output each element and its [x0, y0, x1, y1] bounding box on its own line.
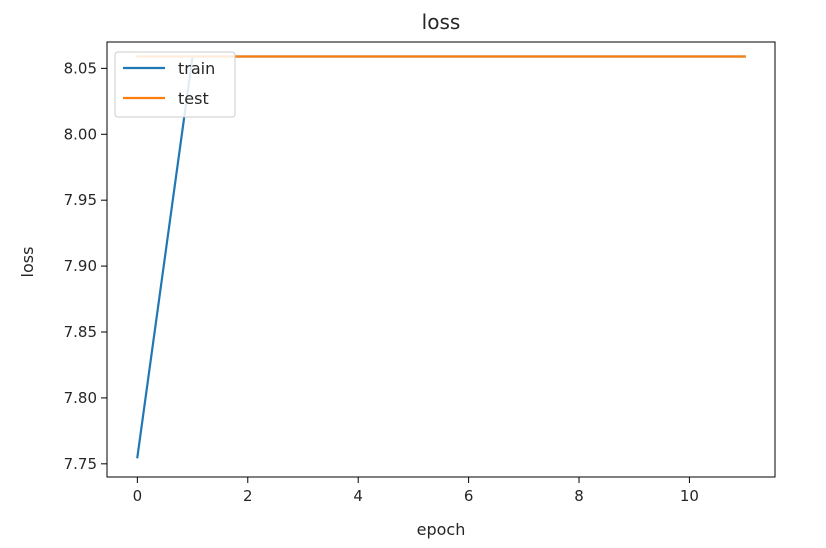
x-tick-label: 8 — [574, 487, 584, 505]
legend-box — [114, 51, 236, 118]
y-tick-label: 7.85 — [64, 323, 97, 341]
chart-title: loss — [422, 10, 461, 34]
plot-frame — [106, 41, 776, 478]
series-layer — [136, 55, 746, 459]
legend-label-test: test — [178, 89, 209, 108]
x-tick-label: 6 — [464, 487, 474, 505]
y-tick-label: 8.00 — [64, 125, 97, 143]
y-axis-title: loss — [18, 247, 37, 278]
x-axis-title: epoch — [417, 520, 466, 539]
legend-label-train: train — [178, 59, 215, 78]
y-axis-ticks: 7.75 7.80 7.85 7.90 7.95 8.00 8.05 — [64, 59, 107, 473]
x-tick-label: 2 — [243, 487, 253, 505]
x-tick-label: 4 — [353, 487, 363, 505]
y-tick-label: 7.90 — [64, 257, 97, 275]
y-tick-label: 7.95 — [64, 191, 97, 209]
x-tick-label: 0 — [133, 487, 143, 505]
y-tick-label: 7.75 — [64, 455, 97, 473]
legend: train test — [114, 51, 236, 118]
x-axis-ticks: 0 2 4 6 8 10 — [133, 477, 699, 505]
x-tick-label: 10 — [680, 487, 699, 505]
y-tick-label: 7.80 — [64, 389, 97, 407]
y-tick-label: 8.05 — [64, 59, 97, 77]
